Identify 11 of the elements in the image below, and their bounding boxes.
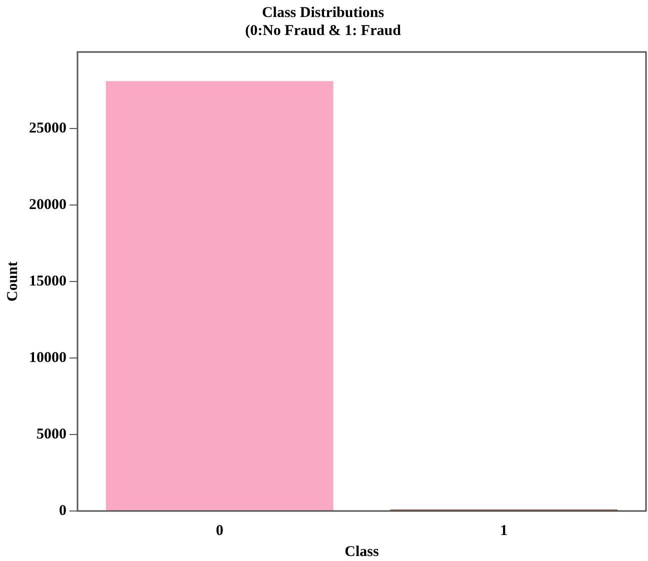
- y-axis-title: Count: [4, 261, 21, 302]
- y-tick-label: 10000: [29, 350, 66, 366]
- y-tick-label: 15000: [29, 273, 66, 290]
- y-tick-label: 25000: [29, 120, 66, 136]
- y-tick-label: 0: [59, 502, 66, 519]
- x-tick-label: 1: [500, 522, 508, 539]
- chart-subtitle: (0:No Fraud & 1: Fraud: [245, 22, 402, 39]
- y-tick-label: 5000: [36, 426, 66, 442]
- y-tick-label: 20000: [29, 196, 66, 213]
- x-axis-title: Class: [344, 544, 379, 560]
- chart-title: Class Distributions: [262, 4, 384, 21]
